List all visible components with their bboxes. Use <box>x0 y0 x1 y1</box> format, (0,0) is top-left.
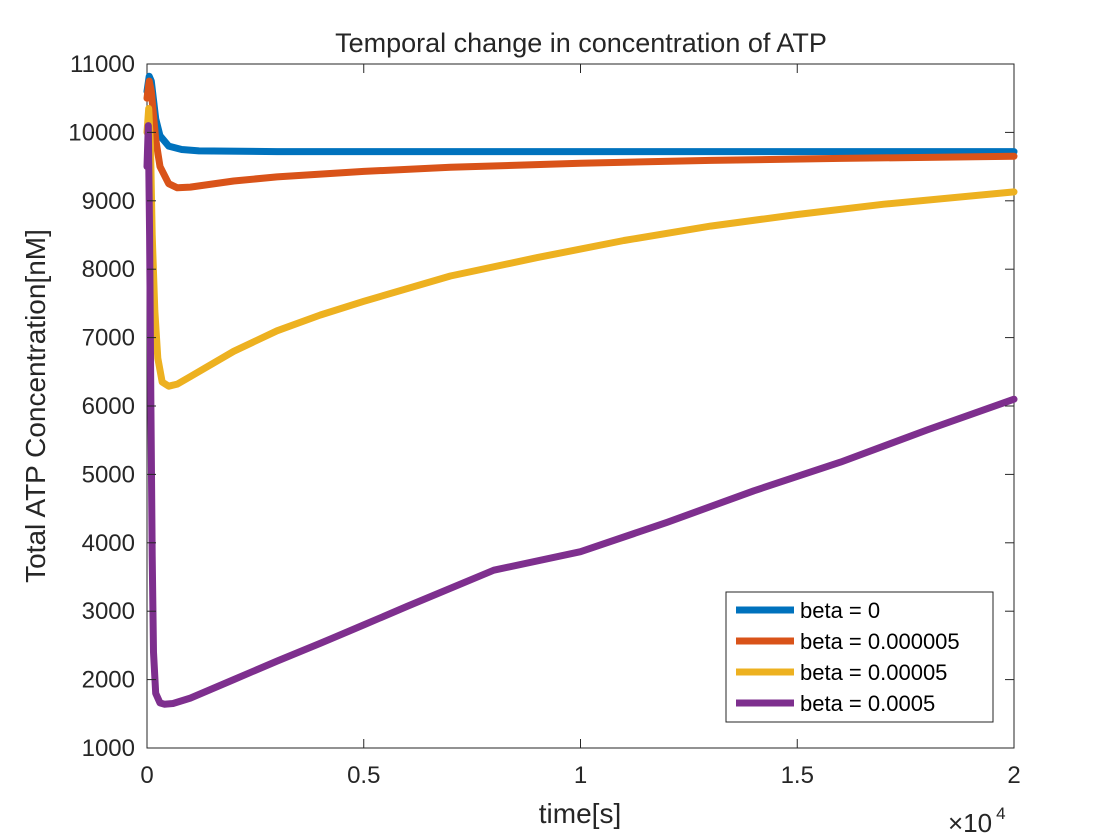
chart-title: Temporal change in concentration of ATP <box>335 28 827 58</box>
y-tick-label: 11000 <box>70 51 135 78</box>
x-axis-multiplier-exponent: 4 <box>996 804 1005 823</box>
y-tick-label: 7000 <box>82 325 135 352</box>
x-tick-label: 2 <box>1007 762 1020 789</box>
y-tick-label: 4000 <box>82 530 135 557</box>
x-axis-multiplier: ×10 4 <box>948 804 1006 838</box>
y-tick-label: 5000 <box>82 461 135 488</box>
legend-label-3: beta = 0.0005 <box>800 691 935 716</box>
legend-label-0: beta = 0 <box>800 598 880 623</box>
y-tick-label: 6000 <box>82 393 135 420</box>
x-tick-label: 1.5 <box>781 762 814 789</box>
legend-label-1: beta = 0.000005 <box>800 629 960 654</box>
x-axis-multiplier-base: ×10 <box>948 808 992 838</box>
y-tick-label: 2000 <box>82 667 135 694</box>
y-tick-label: 3000 <box>82 598 135 625</box>
series-layer <box>143 72 1018 708</box>
x-tick-label: 0 <box>140 762 153 789</box>
x-axis-label: time[s] <box>539 798 621 829</box>
y-tick-label: 1000 <box>82 735 135 762</box>
ticks-layer: 0 0.5 1 1.5 2 1000 2000 3000 4000 5000 6000 7000 800… <box>68 51 1020 789</box>
y-tick-label: 9000 <box>82 188 135 215</box>
x-tick-label: 0.5 <box>347 762 380 789</box>
legend: beta = 0 beta = 0.000005 beta = 0.00005 bet… <box>725 591 994 723</box>
y-axis-label: Total ATP Concentration[nM] <box>20 229 51 583</box>
series-line-3 <box>143 122 1018 708</box>
x-tick-label: 1 <box>574 762 587 789</box>
legend-label-2: beta = 0.00005 <box>800 660 947 685</box>
y-tick-label: 8000 <box>82 256 135 283</box>
y-tick-label: 10000 <box>68 119 135 146</box>
series-line-1 <box>143 77 1018 192</box>
